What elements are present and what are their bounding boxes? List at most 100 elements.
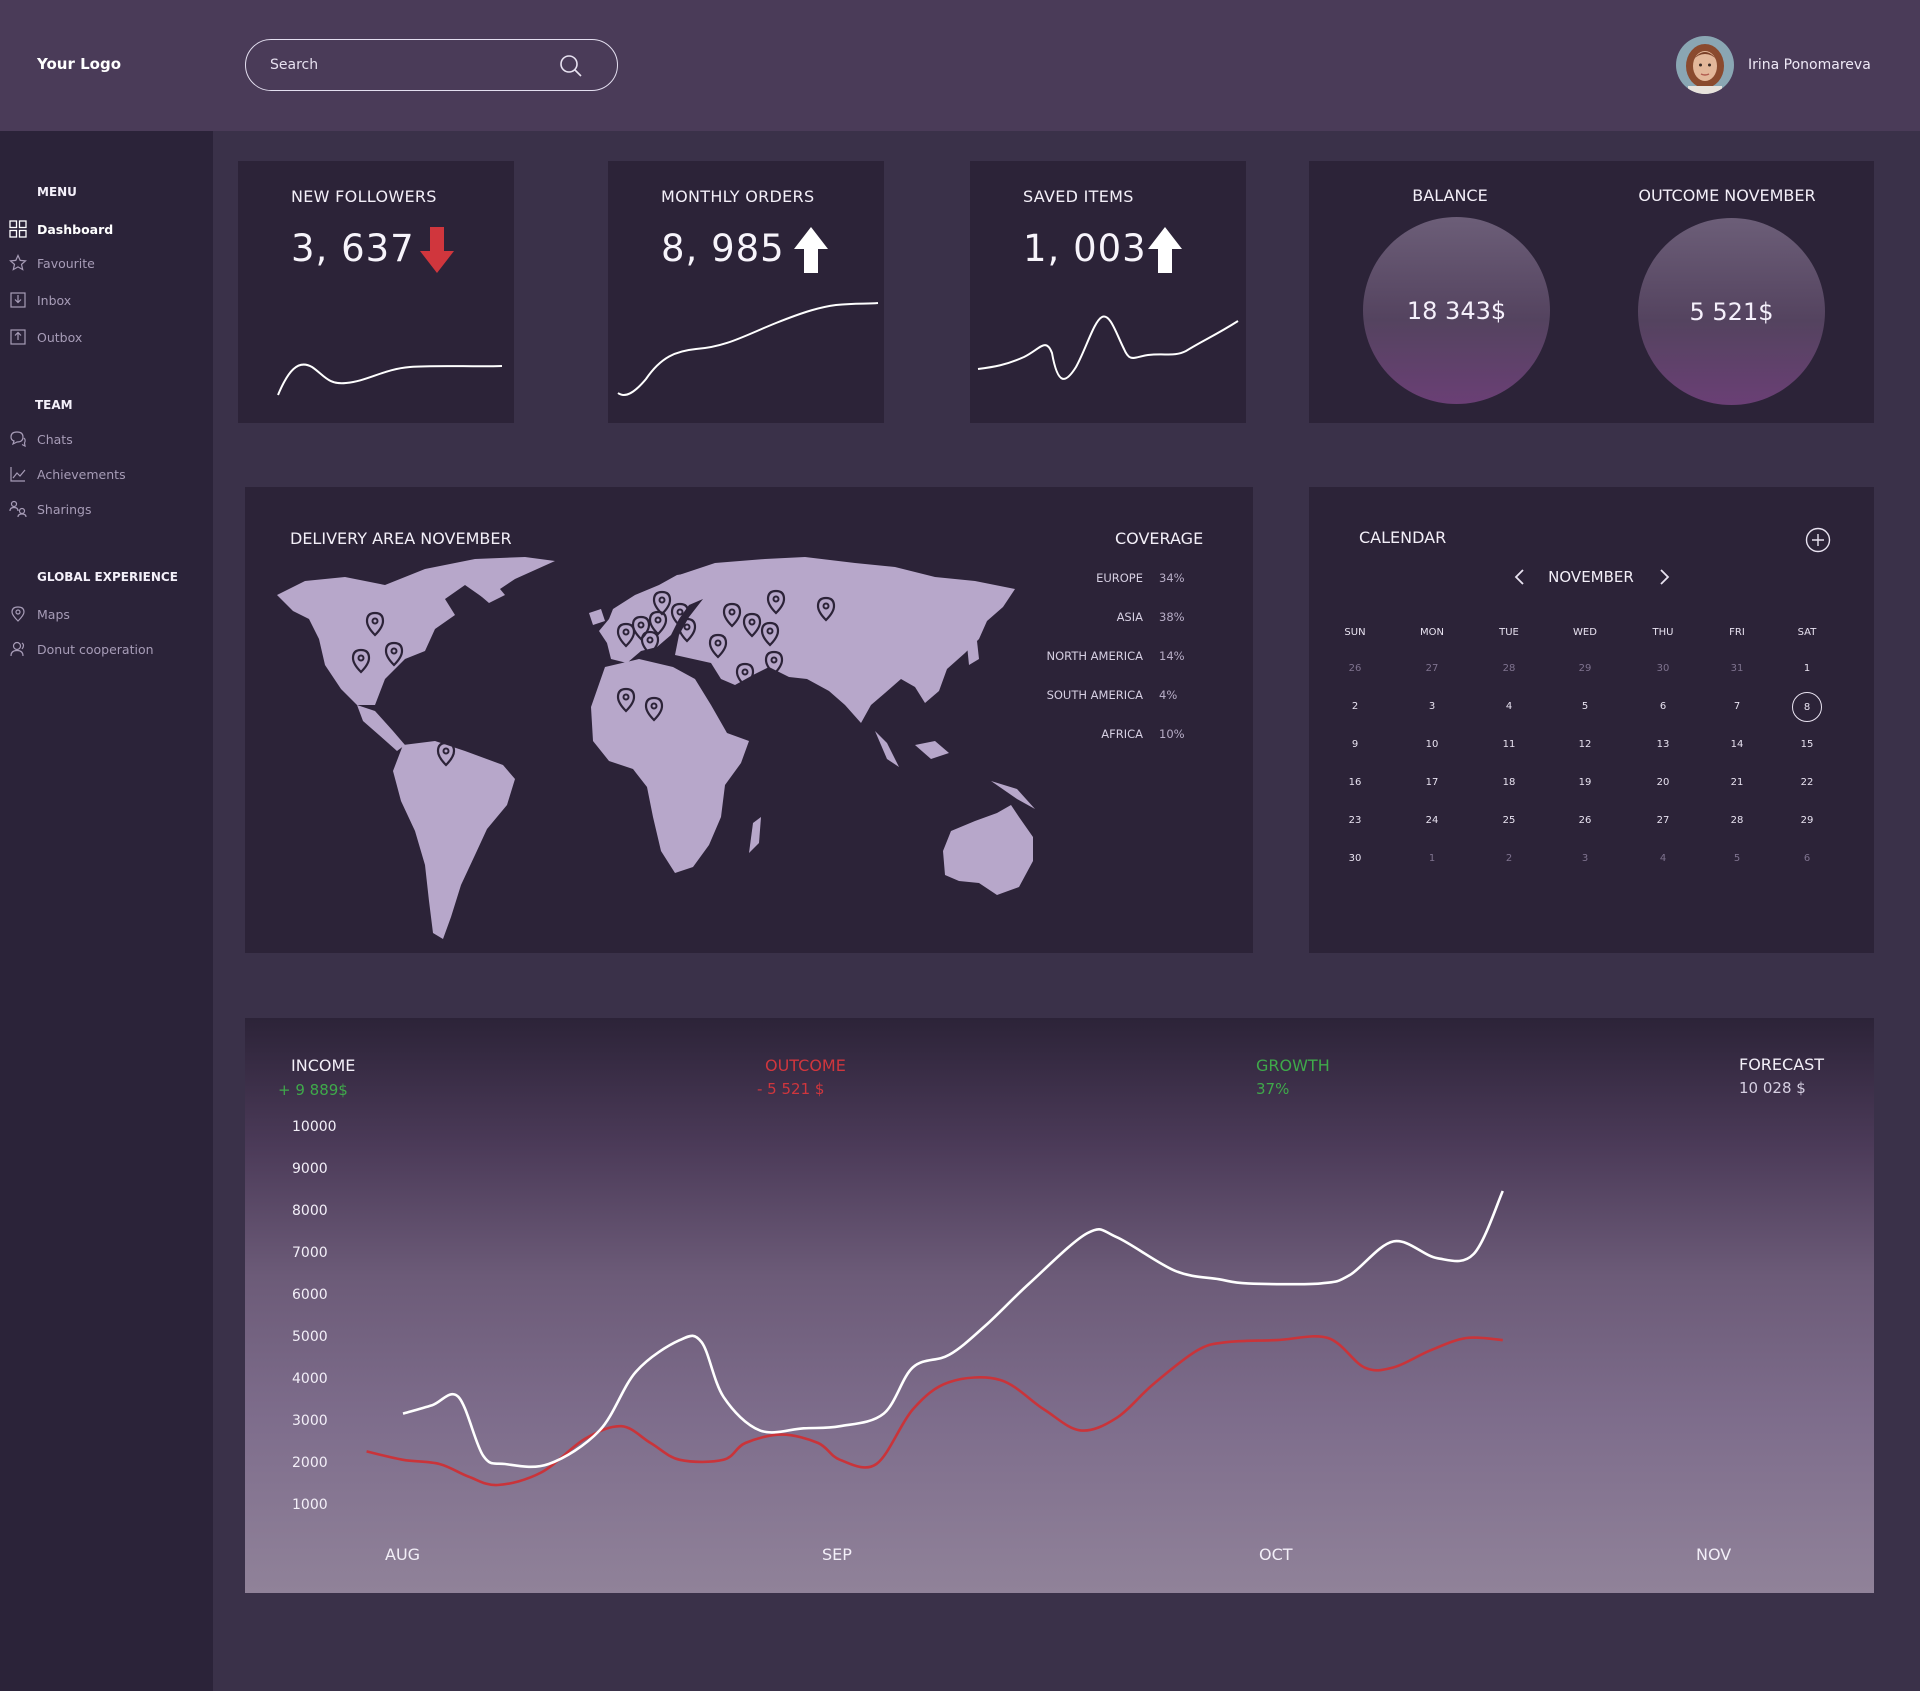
calendar-day[interactable]: 26: [1348, 663, 1362, 674]
search-box[interactable]: [245, 39, 618, 91]
sidebar-item-label: Maps: [37, 606, 70, 622]
calendar-day[interactable]: 23: [1348, 815, 1362, 826]
calendar-day[interactable]: 30: [1656, 663, 1670, 674]
sidebar-item-label: Sharings: [37, 501, 92, 517]
income-line-chart: [366, 1190, 1504, 1487]
inbox-icon: [8, 290, 28, 310]
location-pin-icons: [351, 589, 836, 767]
calendar-day[interactable]: 7: [1733, 701, 1741, 712]
calendar-day[interactable]: 5: [1581, 701, 1589, 712]
sidebar-item-maps[interactable]: Maps: [8, 603, 70, 625]
map-pin-icon: [8, 604, 28, 624]
coverage-row: AFRICA 10%: [985, 727, 1235, 743]
search-input[interactable]: [270, 53, 550, 77]
calendar-day[interactable]: 29: [1800, 815, 1814, 826]
coverage-region: SOUTH AMERICA: [1046, 688, 1143, 702]
calendar-day[interactable]: 2: [1351, 701, 1359, 712]
calendar-day[interactable]: 10: [1425, 739, 1439, 750]
calendar-day[interactable]: 13: [1656, 739, 1670, 750]
y-tick-label: 1000: [292, 1497, 328, 1513]
sidebar-section-title: GLOBAL EXPERIENCE: [37, 570, 178, 584]
income-label: INCOME: [291, 1056, 356, 1075]
calendar-day[interactable]: 28: [1502, 663, 1516, 674]
calendar-day[interactable]: 6: [1659, 701, 1667, 712]
calendar-day[interactable]: 31: [1730, 663, 1744, 674]
y-tick-label: 10000: [292, 1119, 337, 1135]
saved-sparkline: [977, 315, 1239, 380]
sidebar-item-chats[interactable]: Chats: [8, 428, 73, 450]
calendar-day[interactable]: 28: [1730, 815, 1744, 826]
avatar[interactable]: [1676, 36, 1734, 94]
calendar-day[interactable]: 4: [1505, 701, 1513, 712]
chat-icon: [8, 429, 28, 449]
stat-value: 8, 985: [661, 227, 785, 270]
sidebar-item-favourite[interactable]: Favourite: [8, 252, 95, 274]
stat-card-followers: NEW FOLLOWERS 3, 637: [238, 161, 514, 423]
calendar-day[interactable]: 2: [1505, 853, 1513, 864]
chart-icon: [8, 464, 28, 484]
sidebar: MENU Dashboard Favourite Inbox Outbox TE…: [0, 131, 213, 1691]
add-event-icon[interactable]: [1805, 527, 1831, 553]
coverage-percent: 10%: [1159, 727, 1185, 741]
calendar-day[interactable]: 3: [1428, 701, 1436, 712]
calendar-day[interactable]: 27: [1425, 663, 1439, 674]
calendar-day[interactable]: 4: [1659, 853, 1667, 864]
coverage-row: SOUTH AMERICA 4%: [985, 688, 1235, 704]
calendar-day[interactable]: 12: [1578, 739, 1592, 750]
calendar-day[interactable]: 18: [1502, 777, 1516, 788]
calendar-day[interactable]: 8: [1792, 692, 1822, 722]
sidebar-item-dashboard[interactable]: Dashboard: [8, 218, 113, 240]
calendar-day[interactable]: 11: [1502, 739, 1516, 750]
calendar-title: CALENDAR: [1359, 528, 1447, 547]
top-bar: Your Logo Irina Ponomareva: [0, 0, 1920, 131]
coverage-row: EUROPE 34%: [985, 571, 1235, 587]
calendar-day[interactable]: 14: [1730, 739, 1744, 750]
weekday-label: FRI: [1729, 627, 1745, 638]
sidebar-item-sharings[interactable]: Sharings: [8, 498, 92, 520]
weekday-label: SAT: [1797, 627, 1817, 638]
sidebar-item-donut-cooperation[interactable]: Donut cooperation: [8, 638, 154, 660]
search-icon[interactable]: [559, 54, 583, 78]
calendar-day[interactable]: 25: [1502, 815, 1516, 826]
coverage-percent: 38%: [1159, 610, 1185, 624]
calendar-day[interactable]: 19: [1578, 777, 1592, 788]
calendar-day[interactable]: 21: [1730, 777, 1744, 788]
forecast-label: FORECAST: [1739, 1055, 1825, 1074]
sidebar-item-label: Outbox: [37, 329, 83, 345]
chevron-right-icon[interactable]: [1654, 567, 1674, 587]
calendar-day[interactable]: 26: [1578, 815, 1592, 826]
calendar-day[interactable]: 22: [1800, 777, 1814, 788]
calendar-day[interactable]: 9: [1351, 739, 1359, 750]
user-name[interactable]: Irina Ponomareva: [1748, 57, 1871, 73]
weekday-label: MON: [1420, 627, 1444, 638]
sidebar-item-outbox[interactable]: Outbox: [8, 326, 82, 348]
chevron-left-icon[interactable]: [1510, 567, 1530, 587]
coverage-percent: 4%: [1159, 688, 1178, 702]
sidebar-item-achievements[interactable]: Achievements: [8, 463, 126, 485]
growth-label: GROWTH: [1256, 1056, 1330, 1075]
calendar-day[interactable]: 29: [1578, 663, 1592, 674]
coverage-percent: 34%: [1159, 571, 1185, 585]
calendar-day[interactable]: 17: [1425, 777, 1439, 788]
calendar-day[interactable]: 3: [1581, 853, 1589, 864]
calendar-day[interactable]: 24: [1425, 815, 1439, 826]
sidebar-item-inbox[interactable]: Inbox: [8, 289, 71, 311]
delivery-card: DELIVERY AREA NOVEMBER: [245, 487, 1253, 953]
sharing-icon: [8, 499, 28, 519]
stat-card-orders: MONTHLY ORDERS 8, 985: [608, 161, 884, 423]
calendar-day[interactable]: 1: [1803, 663, 1811, 674]
sidebar-section-title: MENU: [37, 185, 77, 199]
calendar-day[interactable]: 30: [1348, 853, 1362, 864]
followers-sparkline: [277, 363, 503, 396]
calendar-day[interactable]: 6: [1803, 853, 1811, 864]
sidebar-item-label: Inbox: [37, 292, 72, 308]
calendar-day[interactable]: 27: [1656, 815, 1670, 826]
logo[interactable]: Your Logo: [37, 55, 121, 73]
calendar-day[interactable]: 5: [1733, 853, 1741, 864]
calendar-day[interactable]: 20: [1656, 777, 1670, 788]
y-tick-label: 6000: [292, 1287, 328, 1303]
calendar-day[interactable]: 16: [1348, 777, 1362, 788]
calendar-day[interactable]: 15: [1800, 739, 1814, 750]
sidebar-item-label: Achievements: [37, 466, 126, 482]
calendar-day[interactable]: 1: [1428, 853, 1436, 864]
